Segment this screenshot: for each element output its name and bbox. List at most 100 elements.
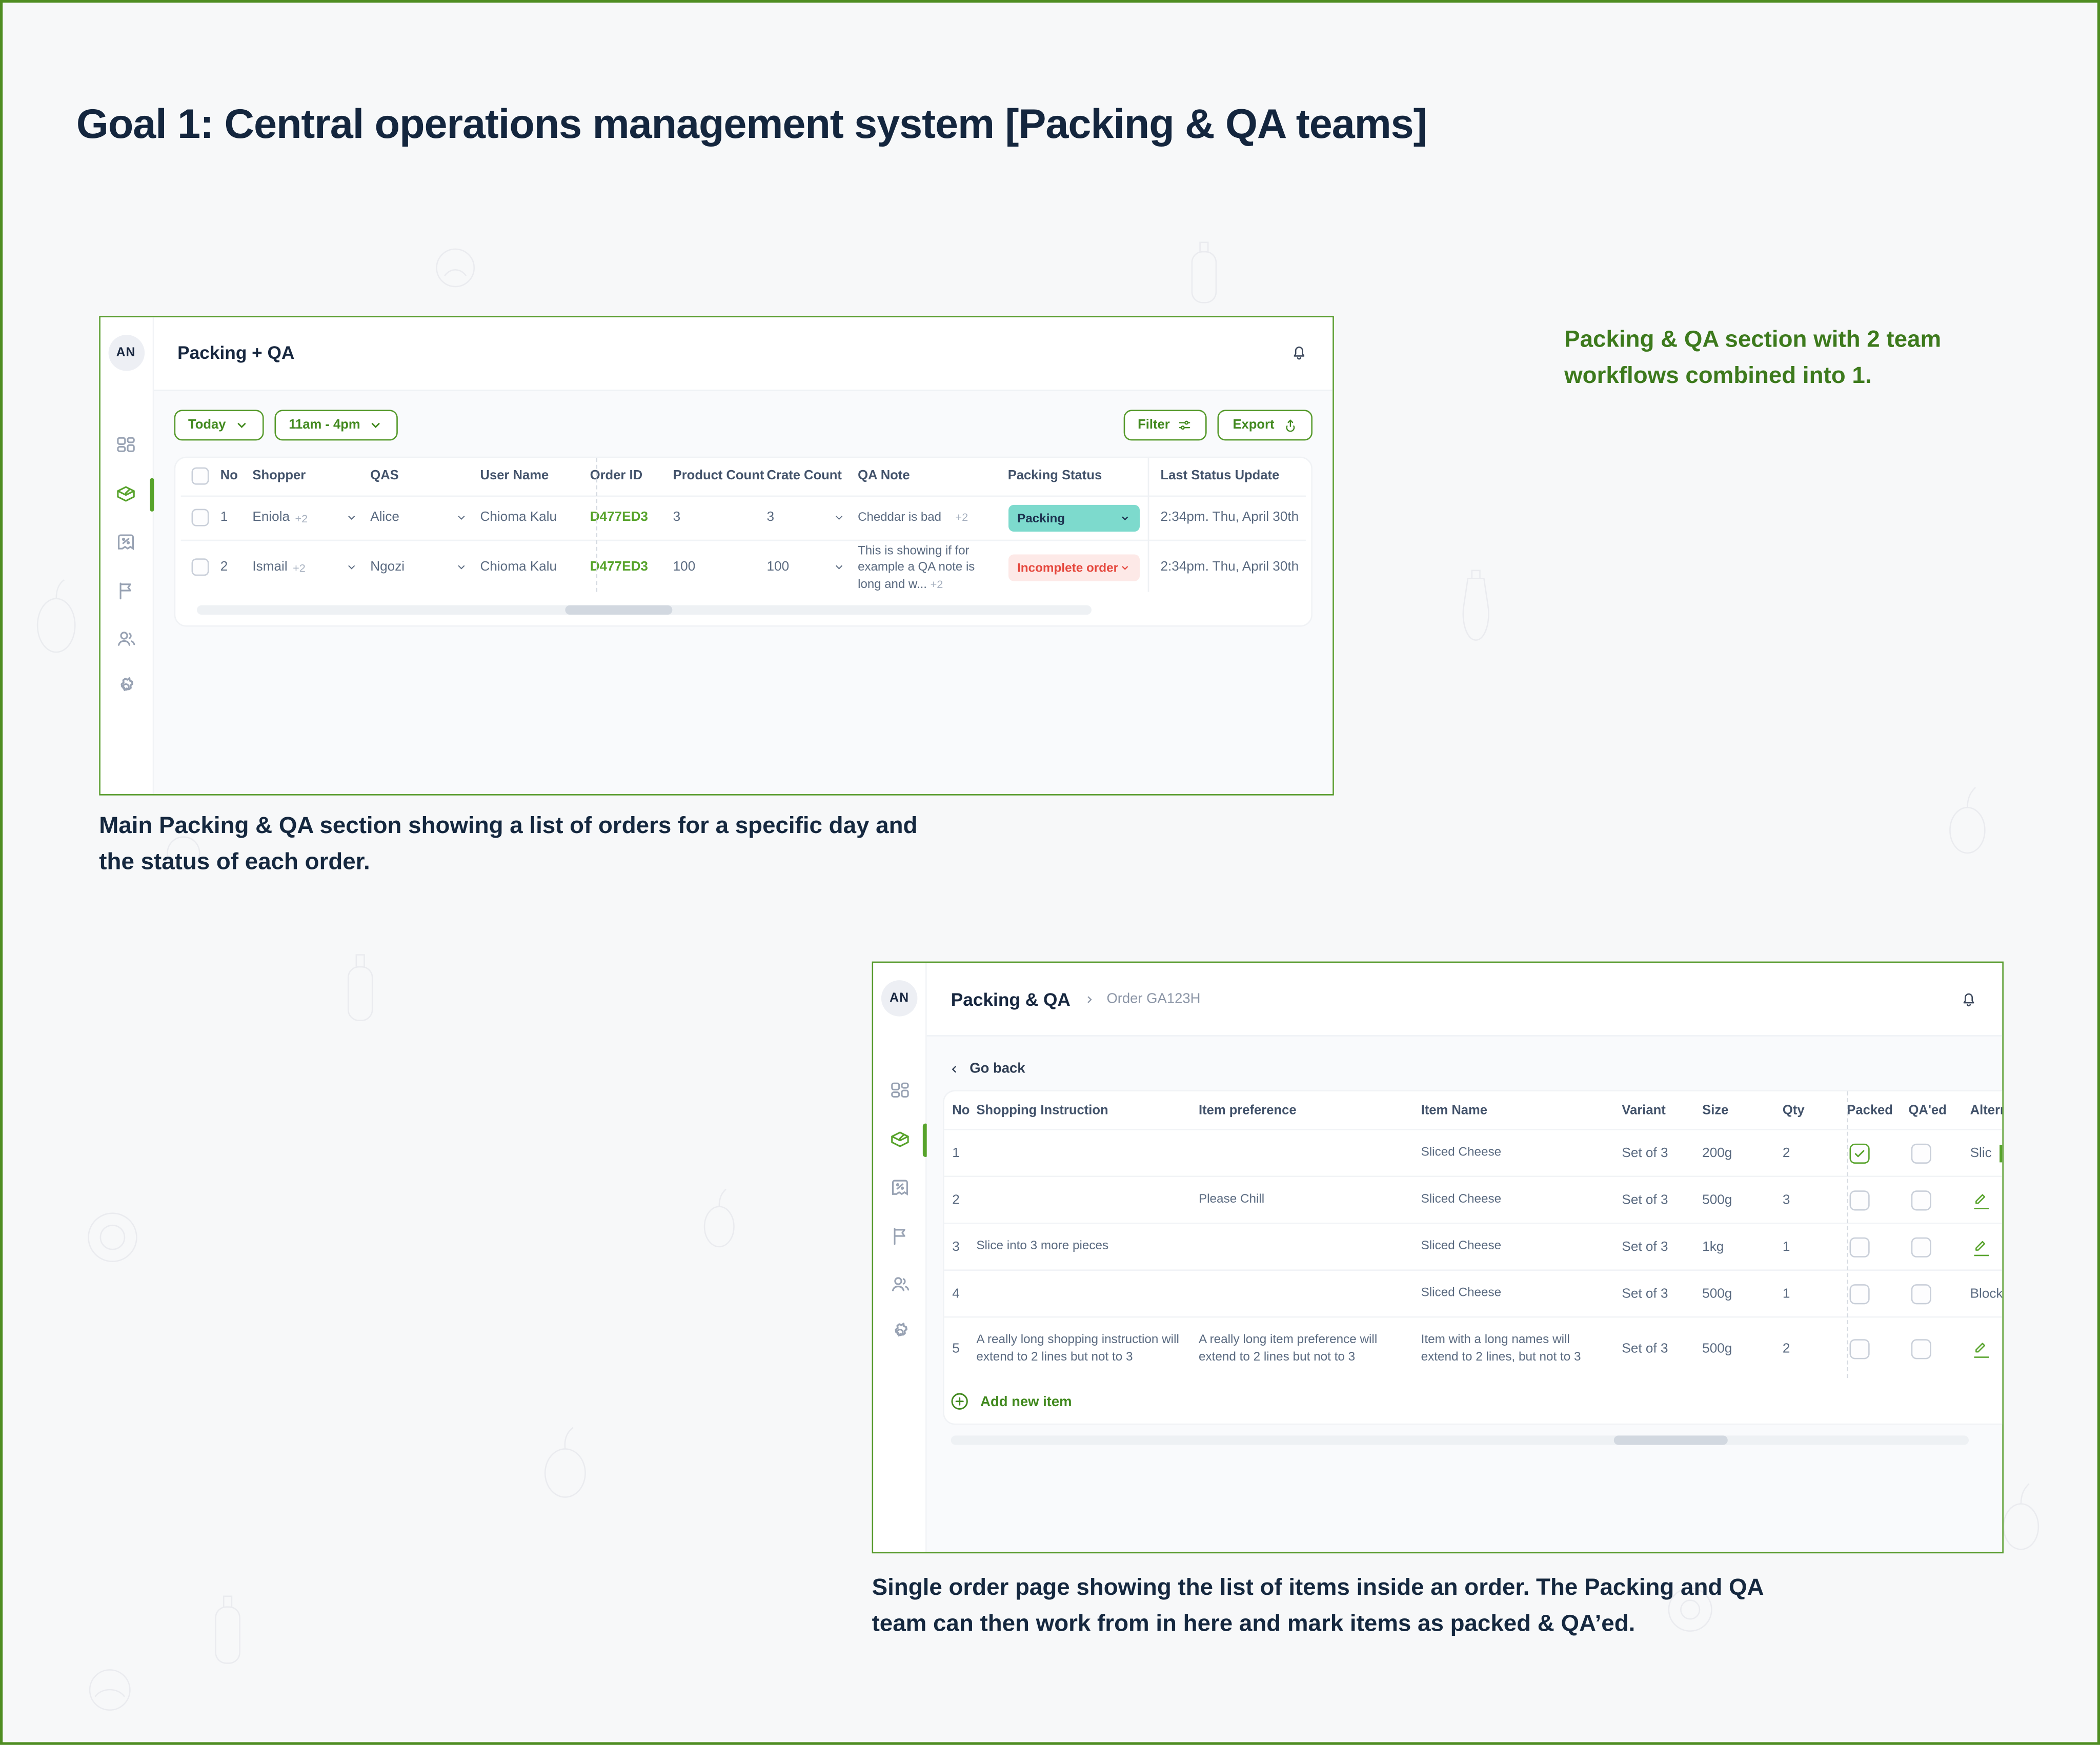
bell-icon[interactable] [1289,343,1308,363]
chevron-down-icon[interactable] [455,561,467,574]
avatar[interactable]: AN [108,334,144,371]
avatar[interactable]: AN [881,980,918,1017]
scrollbar-thumb[interactable] [1613,1435,1728,1445]
col-header-crate-count: Crate Count [766,469,842,484]
date-filter-button[interactable]: Today [173,409,264,440]
qaed-checkbox[interactable] [1911,1189,1931,1210]
export-button[interactable]: Export [1218,409,1312,440]
table-row[interactable]: 2 Please Chill Sliced Cheese Set of 3 50… [944,1175,2003,1223]
export-label: Export [1233,417,1275,432]
cell-alternative[interactable]: Blocked [1970,1286,2003,1301]
qaed-checkbox[interactable] [1911,1236,1931,1257]
filter-label: Filter [1138,417,1170,432]
packed-checkbox[interactable] [1849,1143,1870,1163]
cell-no: 5 [952,1341,960,1356]
cell-alternative[interactable]: Slic [1965,1144,2002,1162]
cell-qa-note: Cheddar is bad +2 [858,509,1008,525]
select-all-checkbox[interactable] [191,467,209,485]
pencil-icon [1975,1194,1986,1204]
cell-crate-count[interactable]: 100 [767,560,858,575]
scrollbar-thumb[interactable] [564,604,672,614]
edit-alternative-button[interactable] [1973,1237,1989,1256]
chevron-down-icon[interactable] [833,561,845,574]
table-row[interactable]: 1 Eniola +2 Alice Chioma Kalu D477ED3 3 3… [180,495,1305,539]
status-badge[interactable]: Incomplete order [1007,554,1139,581]
sidebar-item-packing[interactable] [100,477,154,511]
breadcrumb-order-id[interactable]: Order GA123H [1106,991,1201,1007]
cell-shopper[interactable]: Eniola +2 [252,510,370,525]
cell-shopper[interactable]: Ismail +2 [252,560,370,575]
filter-button[interactable]: Filter [1123,409,1207,440]
crate-count-value: 3 [766,510,775,525]
chevron-down-icon[interactable] [345,561,357,574]
sidebar-item-settings[interactable] [100,676,153,697]
time-filter-button[interactable]: 11am - 4pm [274,409,398,440]
horizontal-scrollbar[interactable] [196,604,1091,614]
table-row[interactable]: 5 A really long shopping instruction wil… [944,1316,2003,1379]
col-header-alternative: Alternative [1970,1103,2003,1118]
text-cursor [2000,1144,2002,1162]
cell-qas[interactable]: Ngozi [370,560,480,575]
bell-icon[interactable] [1960,989,1978,1009]
table-row[interactable]: 2 Ismail +2 Ngozi Chioma Kalu D477ED3 100… [180,539,1305,594]
qaed-checkbox[interactable] [1911,1143,1931,1163]
sidebar-item-packing[interactable] [873,1123,927,1157]
export-icon [1285,419,1294,432]
chevron-down-icon[interactable] [833,512,845,524]
alternative-input-text[interactable]: Slic [1970,1145,1992,1161]
receipt-icon [118,534,134,550]
sidebar-item-flags[interactable] [873,1225,926,1247]
qaed-checkbox[interactable] [1911,1338,1931,1359]
row-checkbox[interactable] [191,558,209,576]
sidebar-item-settings[interactable] [873,1322,926,1343]
packed-checkbox[interactable] [1849,1189,1870,1210]
shopper-name: Eniola [252,510,290,525]
table-row[interactable]: 4 Sliced Cheese Set of 3 500g 1 Blocked [944,1269,2003,1316]
sidebar-item-dashboard[interactable] [100,435,153,456]
packed-checkbox[interactable] [1849,1338,1870,1359]
dashboard-icon [117,436,135,452]
packing-qa-list-window: AN [98,315,1334,795]
users-icon [891,1277,908,1291]
sidebar-item-receipts[interactable] [873,1177,926,1199]
sidebar-item-users[interactable] [100,627,153,649]
packed-checkbox[interactable] [1849,1236,1870,1257]
table-row[interactable]: 1 Sliced Cheese Set of 3 200g 2 Slic [944,1129,2003,1175]
orders-table: No Shopper QAS User Name Order ID Produc… [173,456,1312,626]
cell-product-count: 3 [673,510,681,525]
sidebar-item-dashboard[interactable] [873,1081,926,1102]
col-header-qaed: QA'ed [1908,1103,1947,1118]
cell-order-id[interactable]: D477ED3 [590,510,648,525]
edit-alternative-button[interactable] [1973,1190,1989,1210]
horizontal-scrollbar[interactable] [951,1435,1969,1445]
chevron-down-icon[interactable] [455,512,467,524]
cell-order-id[interactable]: D477ED3 [590,559,648,575]
cell-product-count: 100 [673,559,696,575]
cell-crate-count[interactable]: 3 [767,510,858,525]
package-icon [117,485,135,501]
packed-checkbox[interactable] [1849,1283,1870,1304]
table-toolbar: Today 11am - 4pm Filter Export [173,409,1312,440]
sidebar-item-users[interactable] [873,1273,926,1295]
status-badge[interactable]: Packing [1007,504,1139,531]
cell-size: 200g [1702,1145,1732,1161]
pencil-icon [1975,1343,1986,1352]
row-checkbox[interactable] [191,509,209,527]
table-row[interactable]: 3 Slice into 3 more pieces Sliced Cheese… [944,1222,2003,1269]
chevron-down-icon [1121,516,1128,520]
sidebar-item-receipts[interactable] [100,531,153,553]
cell-qas[interactable]: Alice [370,510,480,525]
col-header-size: Size [1702,1103,1729,1118]
chevron-down-icon[interactable] [345,512,357,524]
qa-note-extra-count: +2 [955,510,968,524]
shopper-extra-count: +2 [293,560,306,574]
add-new-item-button[interactable]: Add new item [944,1379,2003,1424]
go-back-link[interactable]: Go back [948,1061,2002,1077]
cell-no: 4 [952,1286,960,1301]
edit-alternative-button[interactable] [1973,1339,1989,1358]
qaed-checkbox[interactable] [1911,1283,1931,1304]
sidebar-item-flags[interactable] [100,579,153,601]
date-filter-label: Today [188,417,226,432]
cell-user-name: Chioma Kalu [480,510,557,525]
col-header-qa-note: QA Note [858,469,910,484]
